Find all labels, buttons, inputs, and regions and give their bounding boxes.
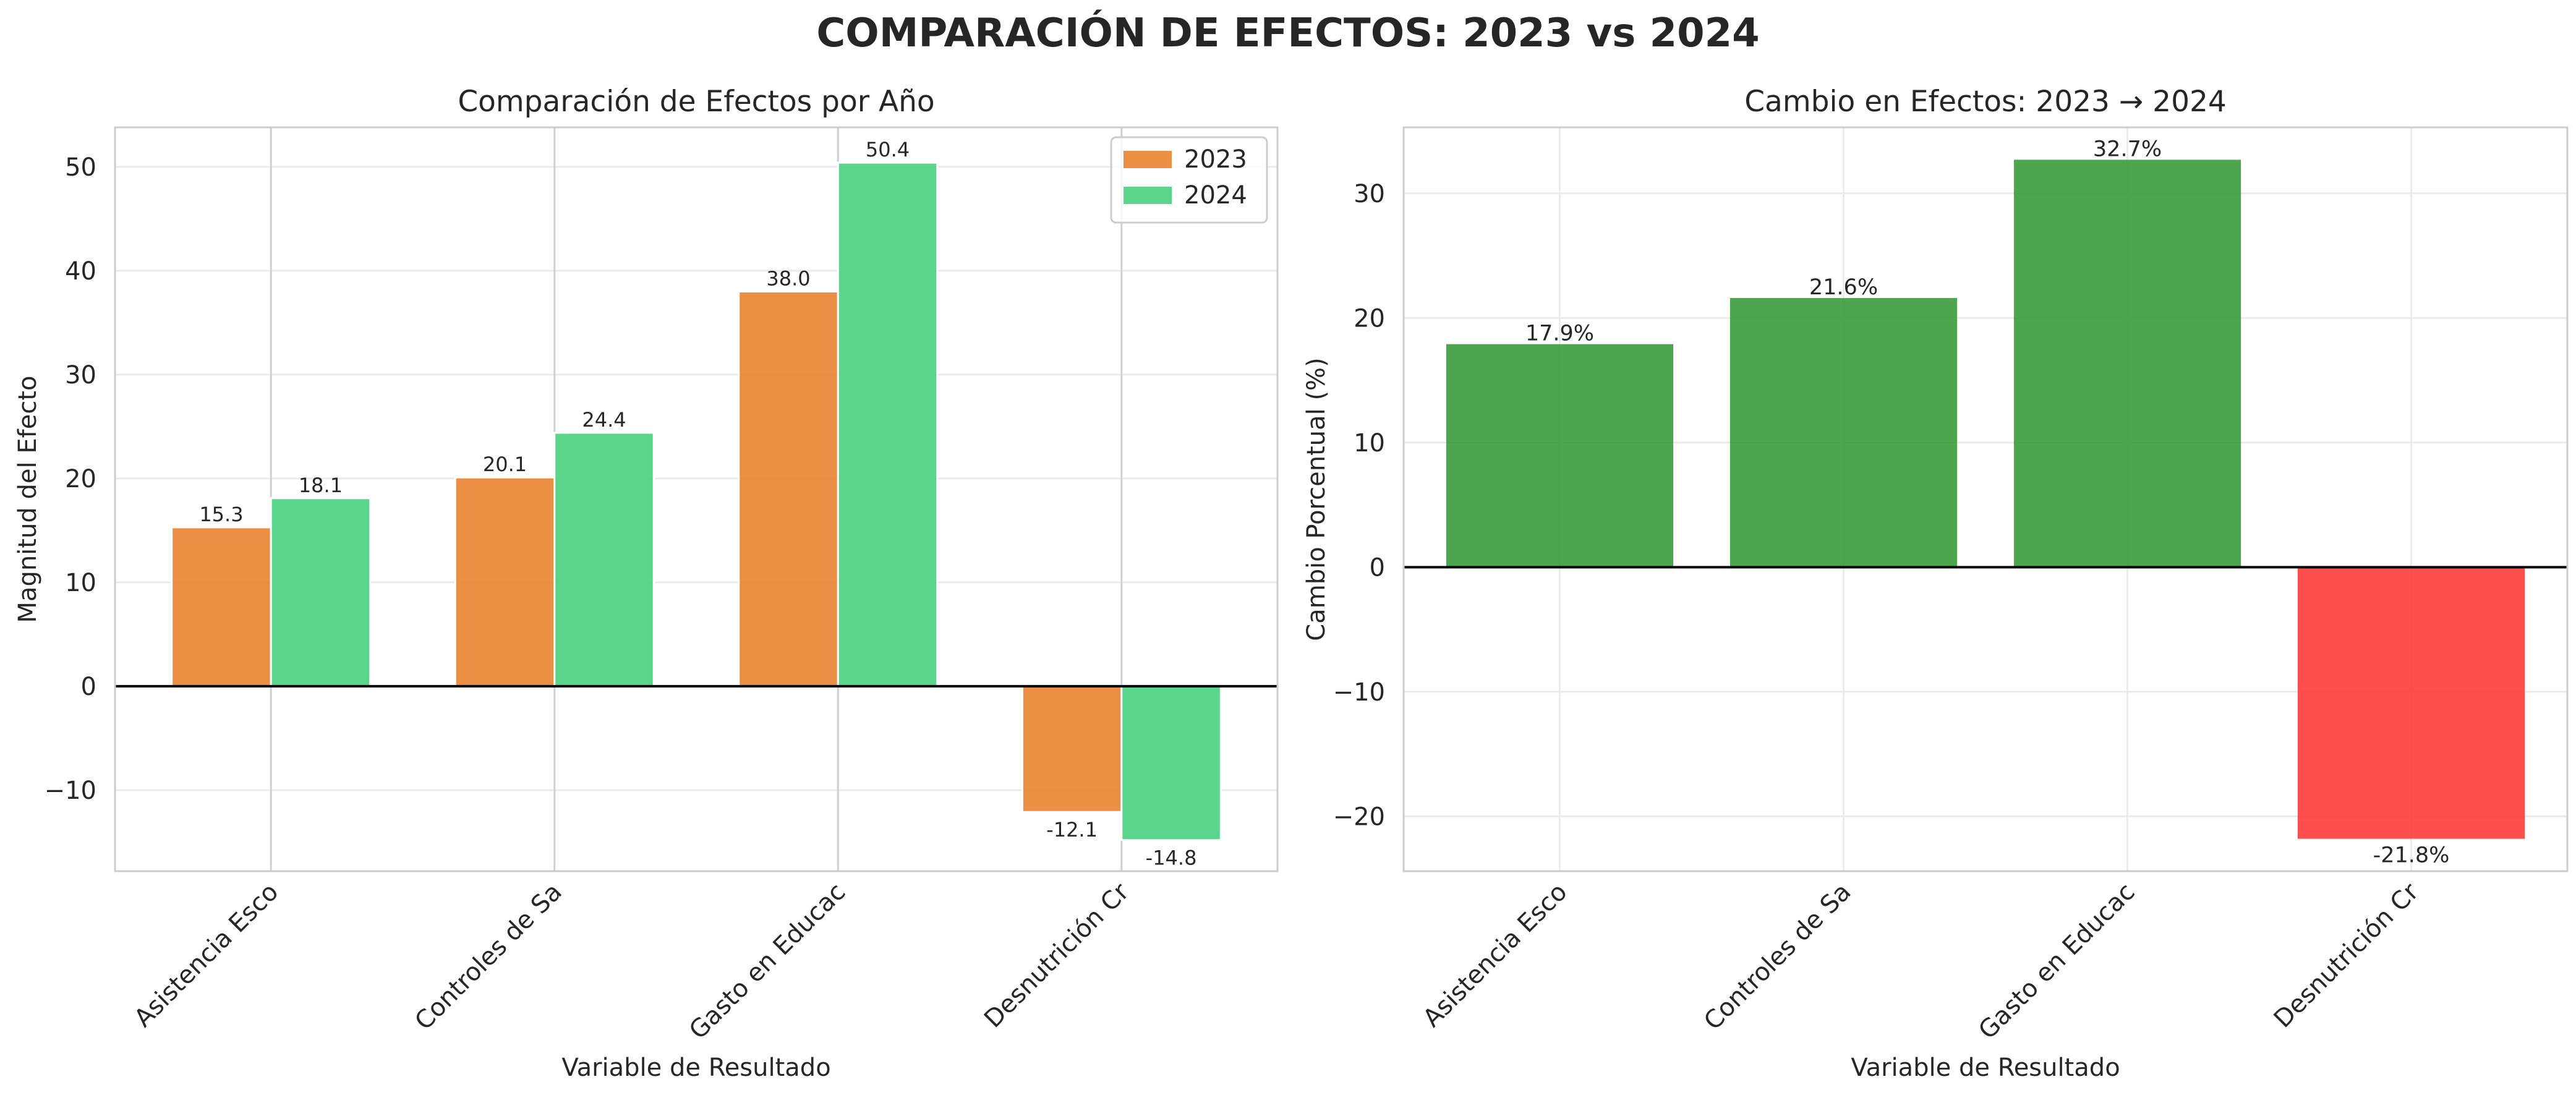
y-tick-label: 30 [65,361,96,390]
x-tick-label: Controles de Sa [409,878,568,1036]
data-label: 24.4 [582,408,626,432]
y-tick-label: −10 [1333,678,1385,707]
bar-2024-3 [837,161,939,688]
bar-2023-1 [171,526,272,688]
bar-2024-2 [553,432,655,688]
y-tick-label: 10 [1354,429,1385,458]
legend-swatch [1124,151,1172,168]
data-label: 17.9% [1525,322,1594,346]
legend-swatch [1124,187,1172,204]
bar-2024-4 [1120,685,1222,841]
data-label: 15.3 [199,503,243,526]
data-label: 18.1 [299,474,343,497]
x-axis-label: Variable de Resultado [1851,1054,2120,1082]
left-chart: 15.3 20.1 38.0 -12.1 18.1 24.4 50.4 -14.8 −10 0 10… [14,85,1279,1082]
bar-2023-4 [1021,685,1123,813]
y-tick-label: 0 [81,673,96,701]
y-tick-label: 50 [65,153,96,182]
y-tick-label: −10 [45,777,96,805]
y-tick-label: 0 [1370,553,1385,582]
bar-3 [2013,160,2241,568]
data-label: 50.4 [866,138,910,161]
data-label: 20.1 [483,453,527,476]
bar-1 [1446,344,1674,568]
y-tick-label: −20 [1333,803,1385,831]
data-label: 21.6% [1809,275,1878,300]
y-tick-label: 20 [1354,304,1385,333]
y-axis-label: Cambio Porcentual (%) [1302,357,1331,641]
bar-2023-3 [738,290,839,688]
figure-title: COMPARACIÓN DE EFECTOS: 2023 vs 2024 [816,9,1759,56]
legend-label: 2024 [1184,181,1247,210]
x-tick-label: Controles de Sa [1699,878,1857,1036]
chart-title: Cambio en Efectos: 2023 → 2024 [1744,85,2227,119]
x-tick-label: Desnutrición Cr [979,877,1135,1033]
axes-frame [1402,126,2569,872]
data-label: -14.8 [1146,846,1197,870]
x-axis-label: Variable de Resultado [561,1054,830,1082]
axes-frame [114,126,1279,872]
x-tick-label: Gasto en Educac [684,878,851,1045]
bar-2023-2 [454,476,556,688]
chart-title: Comparación de Efectos por Año [458,85,934,119]
y-axis-label: Magnitud del Efecto [14,376,42,623]
y-tick-label: 40 [65,257,96,286]
data-label: 38.0 [766,266,810,290]
right-chart: 17.9% 21.6% 32.7% -21.8% −20 −10 0 10 20 30 Asiste… [1302,85,2569,1082]
data-label: -21.8% [2373,843,2450,868]
data-label: -12.1 [1046,818,1098,841]
bar-2 [1729,298,1958,568]
legend-label: 2023 [1184,145,1247,174]
y-tick-label: 30 [1354,180,1385,208]
x-tick-label: Asistencia Esco [1418,878,1573,1033]
y-tick-label: 20 [65,465,96,493]
bar-2024-1 [270,497,372,688]
legend: 2023 2024 [1110,136,1268,224]
x-tick-label: Gasto en Educac [1973,878,2140,1045]
bar-4 [2297,567,2525,839]
y-tick-label: 10 [65,569,96,597]
x-tick-label: Desnutrición Cr [2269,877,2425,1033]
x-tick-label: Asistencia Esco [129,878,284,1033]
data-label: 32.7% [2093,137,2162,161]
